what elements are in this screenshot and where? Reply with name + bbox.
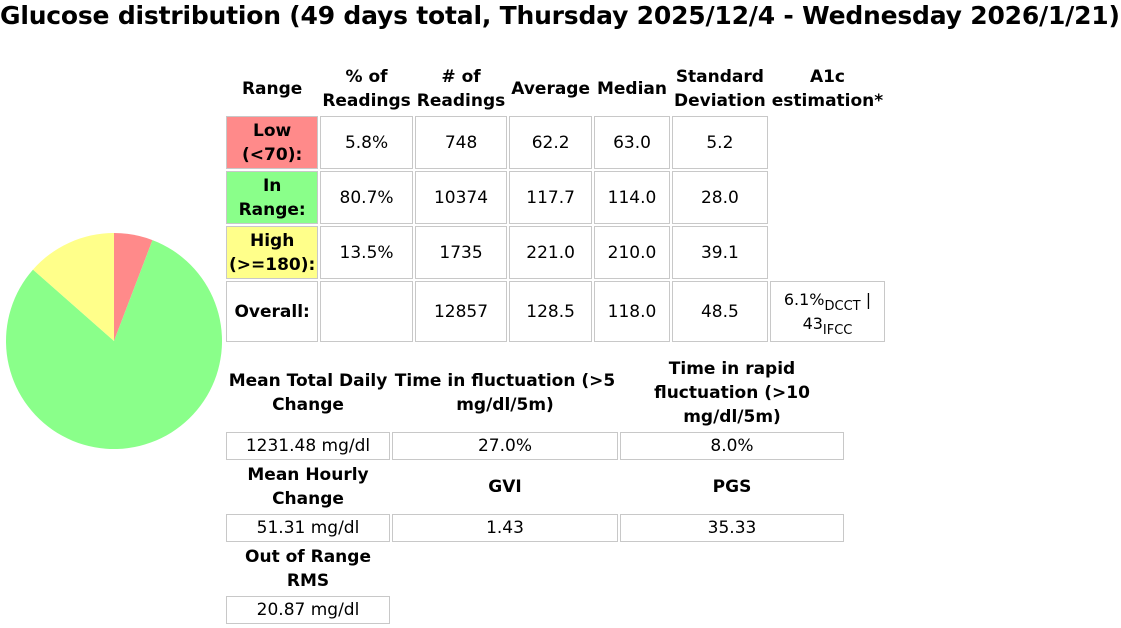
chart-title: Glucose distribution (49 days total, Thu… <box>0 1 1120 30</box>
header-pct-readings: % of Readings <box>322 67 411 111</box>
row-low-empty <box>770 116 885 169</box>
time-in-fluctuation-value: 27.0% <box>392 432 618 460</box>
row-overall-average: 128.5 <box>509 281 592 342</box>
time-in-rapid-fluctuation-label: Time in rapid fluctuation (>10 mg/dl/5m) <box>654 359 810 427</box>
variability-value-row-2: 51.31 mg/dl 1.43 35.33 <box>226 514 844 542</box>
row-low-median: 63.0 <box>594 116 670 169</box>
row-high-count: 1735 <box>414 226 508 279</box>
row-high-sd: 39.1 <box>672 226 768 279</box>
row-low: Low (<70): 5.8% 748 62.2 63.0 5.2 <box>226 116 885 169</box>
variability-value-row-1: 1231.48 mg/dl 27.0% 8.0% <box>226 432 844 460</box>
out-of-range-rms-value: 20.87 mg/dl <box>226 596 390 624</box>
pie-slice-high <box>32 233 114 341</box>
gvi-value: 1.43 <box>392 514 618 542</box>
row-overall-count: 12857 <box>414 281 508 342</box>
variability-header-row-3: Out of Range RMS <box>226 544 844 594</box>
row-in-range-sd: 28.0 <box>672 171 768 224</box>
header-median: Median <box>596 79 668 99</box>
time-in-fluctuation-label: Time in fluctuation (>5 mg/dl/5m) <box>394 371 616 415</box>
row-high-label: High (>=180): <box>226 226 319 279</box>
row-low-count: 748 <box>414 116 508 169</box>
header-a1c: A1c estimation* <box>771 67 884 111</box>
variability-table: Mean Total Daily Change Time in fluctuat… <box>224 354 846 626</box>
stats-table: Range % of Readings # of Readings Averag… <box>224 62 887 344</box>
time-in-rapid-fluctuation-value: 8.0% <box>620 432 844 460</box>
mean-total-daily-change-value: 1231.48 mg/dl <box>226 432 390 460</box>
row-low-average: 62.2 <box>509 116 592 169</box>
header-num-readings: # of Readings <box>416 67 506 111</box>
row-low-pct: 5.8% <box>320 116 413 169</box>
variability-header-row-1: Mean Total Daily Change Time in fluctuat… <box>226 356 844 430</box>
row-overall-pct <box>320 281 413 342</box>
row-high-pct: 13.5% <box>320 226 413 279</box>
row-low-sd: 5.2 <box>672 116 768 169</box>
row-in-range-label: In Range: <box>226 171 319 224</box>
pgs-value: 35.33 <box>620 514 844 542</box>
a1c-separator: | <box>860 289 872 309</box>
row-overall: Overall: 12857 128.5 118.0 48.5 6.1%DCCT… <box>226 281 886 342</box>
variability-empty-1 <box>392 544 618 594</box>
a1c-ifcc-value: 43 <box>802 313 823 333</box>
variability-empty-4 <box>620 596 844 624</box>
pgs-label: PGS <box>712 477 752 497</box>
row-in-range-count: 10374 <box>414 171 508 224</box>
a1c-dcct-unit: DCCT <box>824 298 861 314</box>
row-overall-a1c: 6.1%DCCT | 43IFCC <box>769 281 886 342</box>
row-high-empty <box>770 226 885 279</box>
row-high-average: 221.0 <box>509 226 592 279</box>
row-in-range: In Range: 80.7% 10374 117.7 114.0 28.0 <box>226 171 885 224</box>
distribution-pie-chart <box>6 233 223 449</box>
pie-slice-low <box>114 233 153 341</box>
a1c-dcct-value: 6.1% <box>783 289 825 309</box>
header-average: Average <box>511 79 590 99</box>
stats-header-row: Range % of Readings # of Readings Averag… <box>226 64 885 114</box>
gvi-label: GVI <box>488 477 522 497</box>
row-in-range-median: 114.0 <box>594 171 670 224</box>
row-low-label: Low (<70): <box>226 116 319 169</box>
variability-header-row-2: Mean Hourly Change GVI PGS <box>226 462 844 512</box>
row-high: High (>=180): 13.5% 1735 221.0 210.0 39.… <box>226 226 885 279</box>
row-in-range-average: 117.7 <box>509 171 592 224</box>
mean-hourly-change-label: Mean Hourly Change <box>247 465 369 509</box>
mean-hourly-change-value: 51.31 mg/dl <box>226 514 390 542</box>
pie-slice-in-range <box>6 240 223 449</box>
a1c-ifcc-unit: IFCC <box>822 322 853 338</box>
row-high-median: 210.0 <box>594 226 670 279</box>
row-overall-median: 118.0 <box>594 281 670 342</box>
row-in-range-empty <box>770 171 885 224</box>
mean-total-daily-change-label: Mean Total Daily Change <box>228 371 388 415</box>
variability-value-row-3: 20.87 mg/dl <box>226 596 844 624</box>
header-range: Range <box>241 79 303 99</box>
row-in-range-pct: 80.7% <box>320 171 413 224</box>
row-overall-sd: 48.5 <box>672 281 768 342</box>
header-std-dev: Standard Deviation <box>674 67 766 111</box>
variability-empty-2 <box>620 544 844 594</box>
variability-empty-3 <box>392 596 618 624</box>
out-of-range-rms-label: Out of Range RMS <box>245 547 371 591</box>
row-overall-label: Overall: <box>226 281 319 342</box>
